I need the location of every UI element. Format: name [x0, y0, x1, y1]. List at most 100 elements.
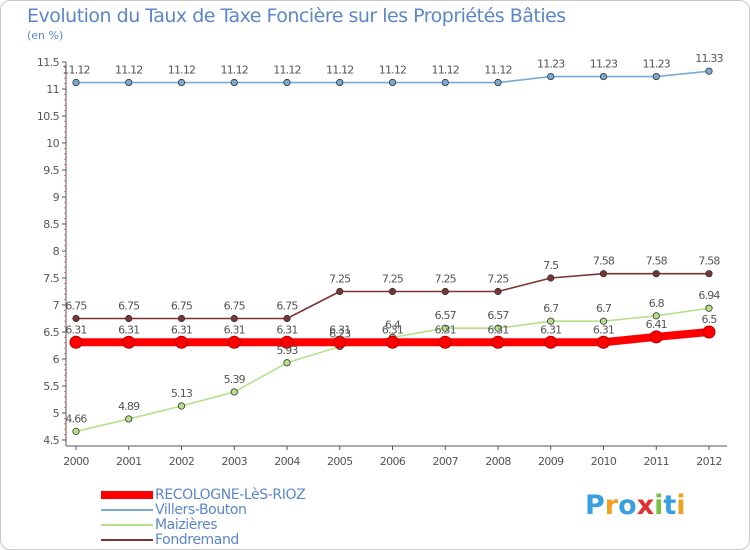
data-label: 11.23: [590, 58, 618, 71]
data-point: [230, 388, 238, 396]
data-point: [69, 335, 83, 349]
data-label: 5.13: [171, 387, 193, 400]
y-tick-label: 11: [46, 83, 59, 96]
data-point: [177, 78, 186, 87]
data-label: 7.5: [543, 259, 559, 272]
y-tick-label: 9.5: [43, 164, 59, 177]
data-label: 7.25: [435, 273, 457, 286]
y-tick-label: 10: [46, 137, 59, 150]
data-label: 6.31: [435, 323, 456, 336]
data-point: [597, 335, 610, 349]
data-label: 11.23: [537, 58, 565, 71]
x-tick-label: 2010: [591, 455, 617, 468]
data-label: 11.23: [643, 58, 671, 71]
data-point: [544, 335, 558, 349]
data-point: [336, 287, 344, 296]
data-point: [438, 335, 452, 349]
data-label: 7.58: [646, 255, 668, 268]
data-point: [122, 335, 136, 349]
data-point: [388, 78, 397, 87]
data-point: [705, 67, 713, 75]
y-tick-label: 8: [53, 245, 60, 258]
data-point: [333, 335, 347, 349]
data-label: 6.5: [701, 313, 717, 326]
data-label: 6.57: [435, 309, 457, 322]
logo-letter: t: [663, 490, 677, 521]
legend-label: Fondremand: [155, 532, 239, 548]
x-tick-label: 2012: [696, 455, 722, 468]
data-point: [283, 78, 291, 87]
x-tick-label: 2001: [116, 455, 142, 468]
y-tick-label: 9: [53, 191, 60, 204]
data-point: [652, 270, 660, 278]
data-label: 6.75: [224, 300, 246, 313]
legend-label: Maizières: [155, 517, 218, 533]
y-tick-label: 7.5: [43, 272, 59, 285]
data-label: 7.58: [593, 255, 615, 268]
chart-title: Evolution du Taux de Taxe Foncière sur l…: [27, 5, 566, 27]
data-label: 11.33: [695, 52, 723, 65]
data-point: [649, 330, 663, 344]
legend-label: RECOLOGNE-LèS-RIOZ: [155, 487, 306, 503]
data-label: 6.8: [649, 297, 665, 310]
data-label: 5.39: [224, 373, 246, 386]
data-label: 6.94: [698, 289, 720, 302]
data-label: 6.31: [329, 323, 350, 336]
data-point: [230, 78, 238, 87]
data-label: 7.58: [698, 255, 720, 268]
data-point: [705, 304, 713, 312]
x-tick-label: 2007: [432, 455, 458, 468]
logo-letter: i: [654, 490, 664, 521]
y-tick-label: 5: [53, 407, 60, 420]
data-point: [177, 402, 186, 410]
legend-swatch: [101, 491, 153, 499]
legend-swatch: [101, 524, 153, 526]
data-point: [441, 78, 449, 87]
data-point: [441, 324, 449, 332]
data-point: [125, 415, 133, 423]
x-tick-label: 2006: [380, 455, 406, 468]
y-tick-label: 4.5: [43, 434, 59, 447]
data-point: [72, 427, 80, 435]
data-label: 6.31: [224, 323, 245, 336]
data-label: 11.12: [432, 64, 460, 77]
y-tick-label: 10.5: [37, 110, 60, 123]
data-label: 7.25: [382, 273, 404, 286]
y-tick-label: 6.5: [43, 326, 59, 339]
x-tick-label: 2002: [169, 455, 195, 468]
legend-swatch: [101, 509, 153, 511]
proxiti-logo: Proxiti: [585, 490, 686, 521]
data-label: 6.75: [276, 300, 298, 313]
logo-letter: x: [636, 490, 655, 521]
data-point: [283, 314, 291, 323]
data-label: 6.31: [540, 323, 561, 336]
data-label: 11.12: [273, 64, 301, 77]
data-point: [125, 78, 133, 87]
data-point: [125, 314, 133, 323]
data-label: 6.57: [487, 309, 509, 322]
x-tick-label: 2009: [538, 455, 564, 468]
data-label: 6.31: [118, 323, 139, 336]
data-point: [491, 335, 505, 349]
data-label: 7.25: [487, 273, 509, 286]
data-label: 6.31: [65, 323, 86, 336]
series-markers: [69, 67, 716, 435]
data-label: 11.12: [484, 64, 512, 77]
data-label: 6.75: [118, 300, 140, 313]
logo-letter: r: [604, 490, 619, 521]
data-point: [494, 78, 502, 87]
data-point: [547, 274, 555, 282]
data-label: 6.31: [382, 323, 403, 336]
y-tick-label: 5.5: [43, 380, 59, 393]
data-label: 6.31: [171, 323, 192, 336]
legend-label: Villers-Bouton: [155, 502, 247, 518]
data-point: [547, 317, 555, 325]
data-point: [702, 325, 716, 339]
x-tick-label: 2005: [327, 455, 353, 468]
data-label: 11.12: [221, 64, 249, 77]
data-point: [227, 335, 241, 349]
data-point: [386, 335, 399, 349]
